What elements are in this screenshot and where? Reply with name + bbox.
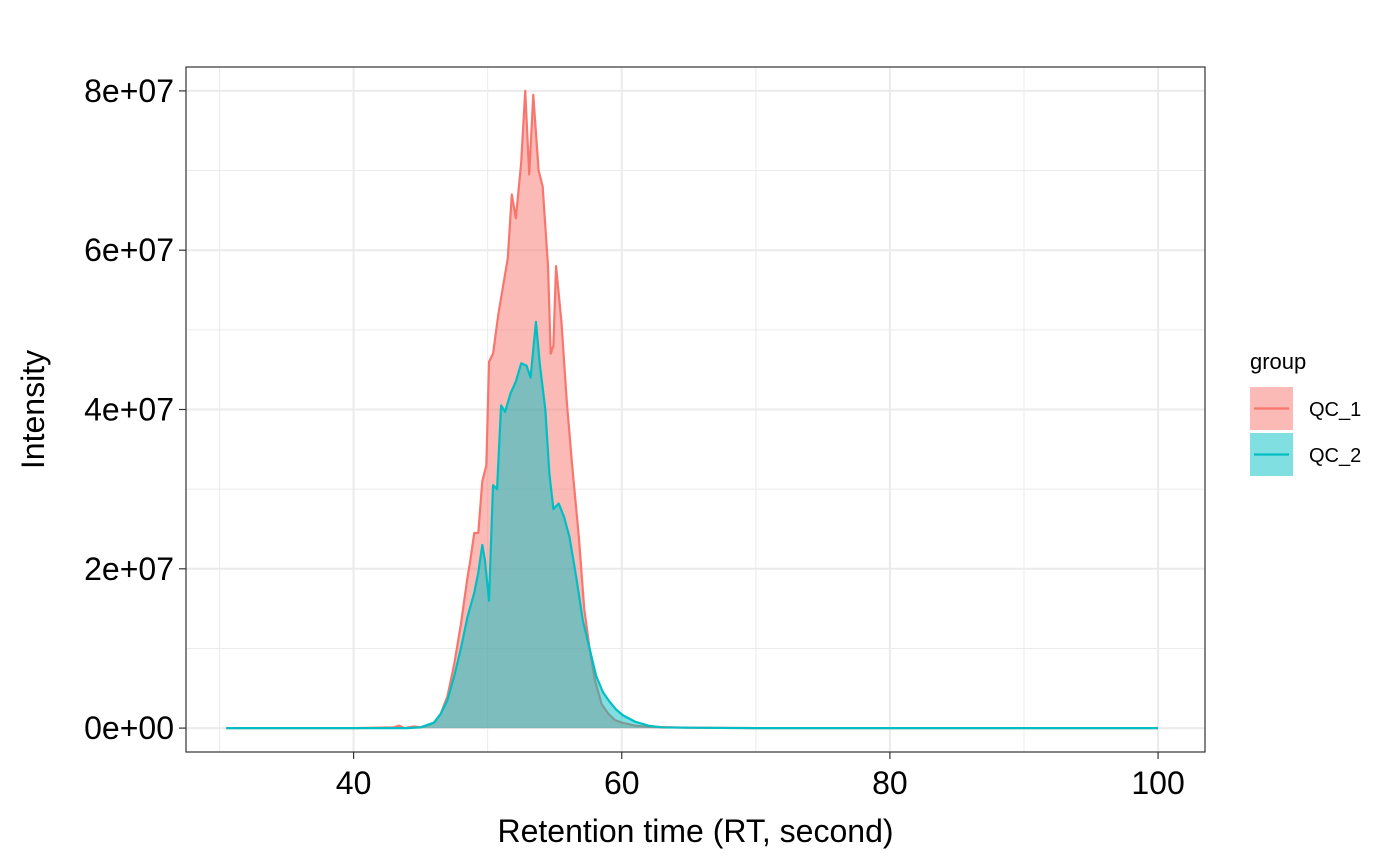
grid-lines (186, 67, 1205, 752)
axes: Retention time (RT, second) Intensity 40… (15, 73, 1185, 849)
legend: group QC_1 QC_2 (1250, 349, 1361, 476)
legend-item: QC_1 (1250, 387, 1361, 430)
x-tick-label: 40 (336, 765, 372, 801)
x-tick-label: 100 (1131, 765, 1184, 801)
x-tick-label: 80 (872, 765, 908, 801)
y-axis-label: Intensity (15, 350, 51, 469)
series-areas (226, 89, 1159, 730)
legend-title: group (1250, 349, 1306, 374)
legend-label: QC_2 (1309, 445, 1361, 467)
y-tick-label: 6e+07 (84, 232, 174, 268)
x-tick-label: 60 (604, 765, 640, 801)
y-tick-label: 8e+07 (84, 73, 174, 109)
x-axis-label: Retention time (RT, second) (497, 813, 893, 849)
line-qc-2 (226, 320, 1159, 730)
legend-item: QC_2 (1250, 433, 1361, 476)
legend-label: QC_1 (1309, 399, 1361, 421)
y-tick-label: 4e+07 (84, 392, 174, 428)
y-tick-label: 0e+00 (84, 710, 174, 746)
y-tick-label: 2e+07 (84, 551, 174, 587)
